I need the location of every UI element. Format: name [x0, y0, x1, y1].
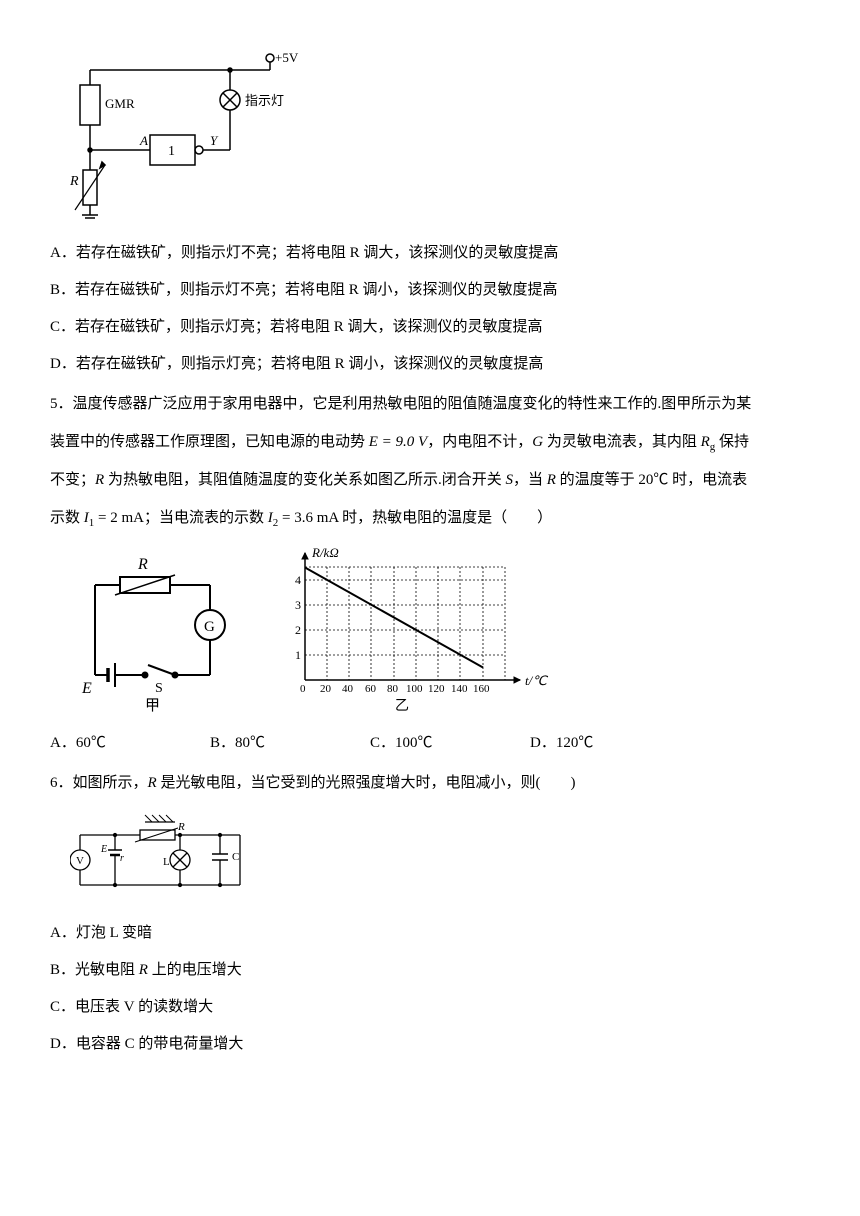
svg-text:100: 100	[406, 683, 423, 695]
q5-number: 5．	[50, 396, 73, 412]
q4-option-a: A．若存在磁铁矿，则指示灯不亮；若将电阻 R 调大，该探测仪的灵敏度提高	[50, 235, 810, 272]
q6-r-label: R	[177, 821, 185, 833]
svg-text:1: 1	[295, 648, 301, 662]
q6-l-label: L	[163, 856, 170, 868]
q5-options: A．60℃ B．80℃ C．100℃ D．120℃	[50, 725, 810, 762]
q4-option-b: B．若存在磁铁矿，则指示灯不亮；若将电阻 R 调小，该探测仪的灵敏度提高	[50, 272, 810, 309]
voltage-label: +5V	[275, 50, 299, 65]
q5-option-c: C．100℃	[370, 725, 530, 762]
lamp-label: 指示灯	[245, 93, 284, 108]
gate-label: 1	[168, 144, 175, 159]
q5-s-label: S	[155, 681, 163, 696]
svg-text:4: 4	[295, 573, 301, 587]
q6-circuit-diagram: R V E r L C	[70, 810, 810, 900]
q5-text-4: 示数 I1 = 2 mA；当电流表的示数 I2 = 3.6 mA 时，热敏电阻的…	[50, 502, 810, 535]
q5-chart-xlabel: t/℃	[525, 673, 548, 688]
q5-figures: R G S E 甲 R/kΩ t/℃	[70, 545, 810, 715]
q5-option-d: D．120℃	[530, 725, 690, 762]
svg-text:160: 160	[473, 683, 490, 695]
q6-option-b: B．光敏电阻 R 上的电压增大	[50, 952, 810, 989]
q5-e-label: E	[81, 680, 92, 697]
r-label: R	[70, 174, 79, 189]
q4-option-c: C．若存在磁铁矿，则指示灯亮；若将电阻 R 调大，该探测仪的灵敏度提高	[50, 309, 810, 346]
gmr-label: GMR	[105, 96, 135, 111]
q5-chart: R/kΩ t/℃ 0 20 40 60 80 100 120 140	[270, 545, 550, 715]
q5-option-a: A．60℃	[50, 725, 210, 762]
svg-text:140: 140	[451, 683, 468, 695]
svg-text:120: 120	[428, 683, 445, 695]
gate-input-a: A	[139, 133, 148, 148]
q5-chart-ylabel: R/kΩ	[311, 545, 339, 560]
q6-e-label: E	[100, 844, 107, 855]
q6-option-d: D．电容器 C 的带电荷量增大	[50, 1026, 810, 1063]
q5-circuit-diagram: R G S E 甲	[70, 555, 240, 715]
svg-text:60: 60	[365, 683, 377, 695]
q4-circuit-diagram: +5V GMR R A 1 Y 指示灯	[70, 50, 810, 220]
svg-text:3: 3	[295, 598, 301, 612]
q5-text-3: 不变；R 为热敏电阻，其阻值随温度的变化关系如图乙所示.闭合开关 S，当 R 的…	[50, 464, 810, 497]
q6-text: 6．如图所示，R 是光敏电阻，当它受到的光照强度增大时，电阻减小，则( )	[50, 767, 810, 800]
q6-option-c: C．电压表 V 的读数增大	[50, 989, 810, 1026]
q4-option-d: D．若存在磁铁矿，则指示灯亮；若将电阻 R 调小，该探测仪的灵敏度提高	[50, 346, 810, 383]
svg-text:80: 80	[387, 683, 399, 695]
q6-r-int-label: r	[120, 853, 124, 864]
svg-text:20: 20	[320, 683, 332, 695]
svg-text:2: 2	[295, 623, 301, 637]
q5-text: 5．温度传感器广泛应用于家用电器中，它是利用热敏电阻的阻值随温度变化的特性来工作…	[50, 388, 810, 421]
q5-g-label: G	[204, 619, 215, 635]
svg-text:40: 40	[342, 683, 354, 695]
svg-text:0: 0	[300, 683, 306, 695]
q6-v-label: V	[76, 855, 84, 867]
q5-option-b: B．80℃	[210, 725, 370, 762]
q5-caption-jia: 甲	[145, 698, 160, 714]
q6-c-label: C	[232, 851, 239, 863]
gate-output-y: Y	[210, 133, 219, 148]
q6-number: 6．	[50, 775, 73, 791]
q5-text-2: 装置中的传感器工作原理图，已知电源的电动势 E = 9.0 V，内电阻不计，G …	[50, 426, 810, 459]
q5-caption-yi: 乙	[395, 698, 409, 714]
q5-r-label: R	[137, 556, 148, 573]
q6-option-a: A．灯泡 L 变暗	[50, 915, 810, 952]
